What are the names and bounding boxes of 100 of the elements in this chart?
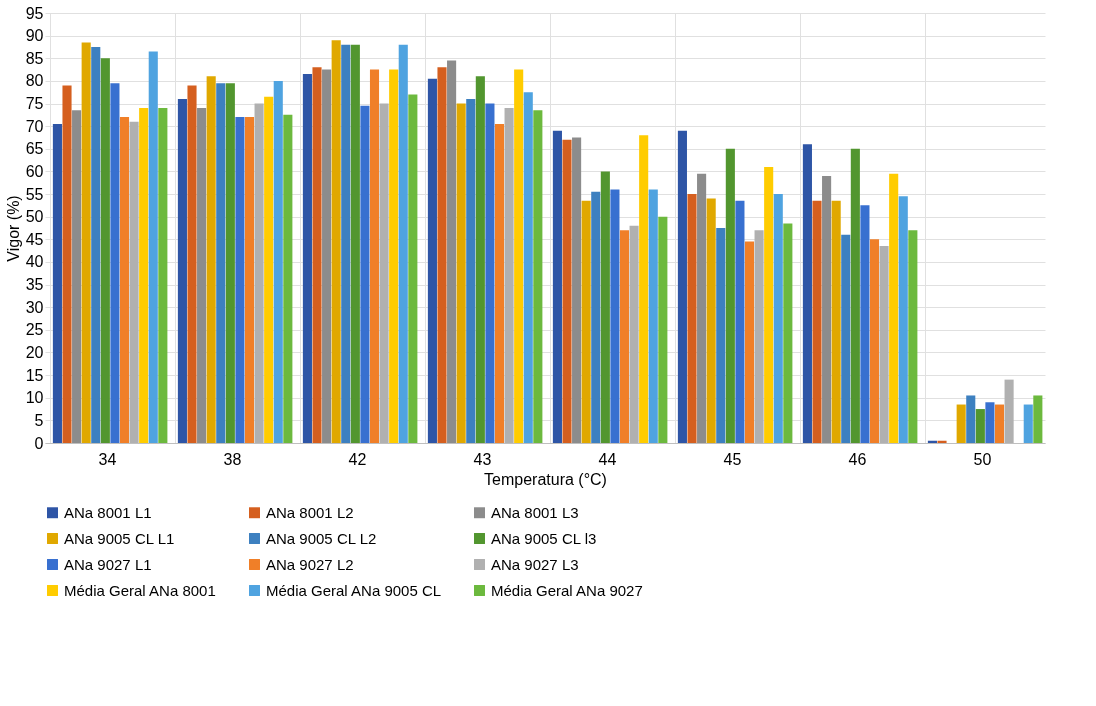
legend-label: ANa 9027 L2 bbox=[266, 555, 354, 573]
bar bbox=[869, 239, 880, 443]
bar bbox=[197, 108, 207, 443]
bar bbox=[225, 83, 235, 443]
y-axis-title: Vigor (%) bbox=[4, 195, 22, 262]
bar bbox=[177, 99, 187, 443]
y-tick-label: 40 bbox=[25, 253, 44, 271]
legend-label: Média Geral ANa 8001 bbox=[64, 581, 216, 599]
x-tick-label: 50 bbox=[973, 450, 992, 468]
x-tick-label: 38 bbox=[223, 450, 242, 468]
x-tick-label: 45 bbox=[723, 450, 742, 468]
legend-label: ANa 9027 L3 bbox=[491, 555, 579, 573]
bar bbox=[81, 42, 91, 443]
y-tick-label: 55 bbox=[25, 185, 44, 203]
x-tick-label: 46 bbox=[848, 450, 867, 468]
bar bbox=[504, 108, 514, 443]
bar bbox=[331, 40, 341, 443]
y-tick-label: 75 bbox=[25, 95, 44, 113]
bar bbox=[322, 69, 332, 443]
bar bbox=[812, 200, 822, 443]
bar bbox=[466, 99, 476, 443]
bar bbox=[475, 76, 485, 443]
bar bbox=[523, 92, 533, 443]
bar bbox=[1033, 395, 1043, 443]
bar bbox=[677, 130, 687, 443]
legend-label: Média Geral ANa 9027 bbox=[491, 581, 643, 599]
bar bbox=[91, 46, 101, 443]
bar bbox=[158, 108, 168, 443]
bar bbox=[773, 194, 783, 443]
bar bbox=[341, 44, 351, 443]
bar bbox=[706, 198, 716, 443]
y-tick-label: 45 bbox=[25, 230, 44, 248]
bar bbox=[244, 117, 255, 443]
bar bbox=[379, 103, 389, 443]
bar bbox=[600, 171, 610, 443]
bar bbox=[62, 85, 72, 443]
bar bbox=[264, 96, 274, 443]
y-tick-label: 90 bbox=[25, 27, 44, 45]
bar bbox=[994, 404, 1005, 443]
bar bbox=[139, 108, 149, 443]
bar bbox=[619, 230, 630, 443]
y-tick-label: 0 bbox=[34, 434, 44, 452]
y-tick-label: 95 bbox=[25, 4, 44, 22]
bar bbox=[1023, 404, 1033, 443]
x-tick-label: 42 bbox=[348, 450, 367, 468]
bar bbox=[725, 148, 735, 443]
legend-label: ANa 8001 L1 bbox=[64, 503, 152, 521]
bar bbox=[639, 135, 649, 443]
bar bbox=[72, 110, 82, 443]
bar bbox=[908, 230, 918, 443]
bar bbox=[148, 51, 158, 443]
bar bbox=[52, 123, 62, 443]
x-tick-label: 34 bbox=[98, 450, 117, 468]
bar bbox=[937, 440, 947, 443]
bar bbox=[975, 409, 985, 443]
bar bbox=[879, 246, 889, 443]
bar bbox=[610, 189, 620, 443]
bar bbox=[716, 228, 726, 443]
bar bbox=[100, 58, 110, 443]
bar bbox=[398, 44, 408, 443]
x-tick-label: 43 bbox=[473, 450, 492, 468]
bar bbox=[658, 216, 668, 443]
bar bbox=[206, 76, 216, 443]
y-tick-label: 80 bbox=[25, 72, 44, 90]
y-tick-label: 15 bbox=[25, 366, 44, 384]
bar bbox=[841, 234, 851, 443]
bar bbox=[302, 74, 312, 443]
bar bbox=[629, 225, 639, 443]
legend-label: Média Geral ANa 9005 CL bbox=[266, 581, 442, 599]
x-axis-title: Temperatura (°C) bbox=[484, 470, 607, 488]
legend-label: ANa 8001 L3 bbox=[491, 503, 579, 521]
bar bbox=[360, 105, 370, 443]
bar bbox=[889, 173, 899, 443]
legend-label: ANa 8001 L2 bbox=[266, 503, 354, 521]
y-tick-label: 35 bbox=[25, 276, 44, 294]
bar bbox=[129, 121, 139, 443]
bar bbox=[783, 223, 793, 443]
bar bbox=[235, 117, 245, 443]
bar bbox=[648, 189, 658, 443]
legend-label: ANa 9005 CL l3 bbox=[491, 529, 597, 547]
bar bbox=[312, 67, 322, 443]
bar bbox=[552, 130, 562, 443]
bar bbox=[572, 137, 582, 443]
bar bbox=[514, 69, 524, 443]
y-tick-label: 70 bbox=[25, 117, 44, 135]
bar bbox=[735, 200, 745, 443]
bar bbox=[822, 175, 832, 443]
bar bbox=[754, 230, 764, 443]
legend-label: ANa 9027 L1 bbox=[64, 555, 152, 573]
y-tick-label: 30 bbox=[25, 298, 44, 316]
bar bbox=[485, 103, 495, 443]
bar bbox=[254, 103, 264, 443]
bar bbox=[216, 83, 226, 443]
bar bbox=[850, 148, 860, 443]
bar bbox=[283, 114, 293, 443]
bar bbox=[350, 44, 360, 443]
bar bbox=[273, 80, 283, 443]
bar bbox=[860, 205, 870, 443]
bar bbox=[697, 173, 707, 443]
legend-label: ANa 9005 CL L1 bbox=[64, 529, 175, 547]
